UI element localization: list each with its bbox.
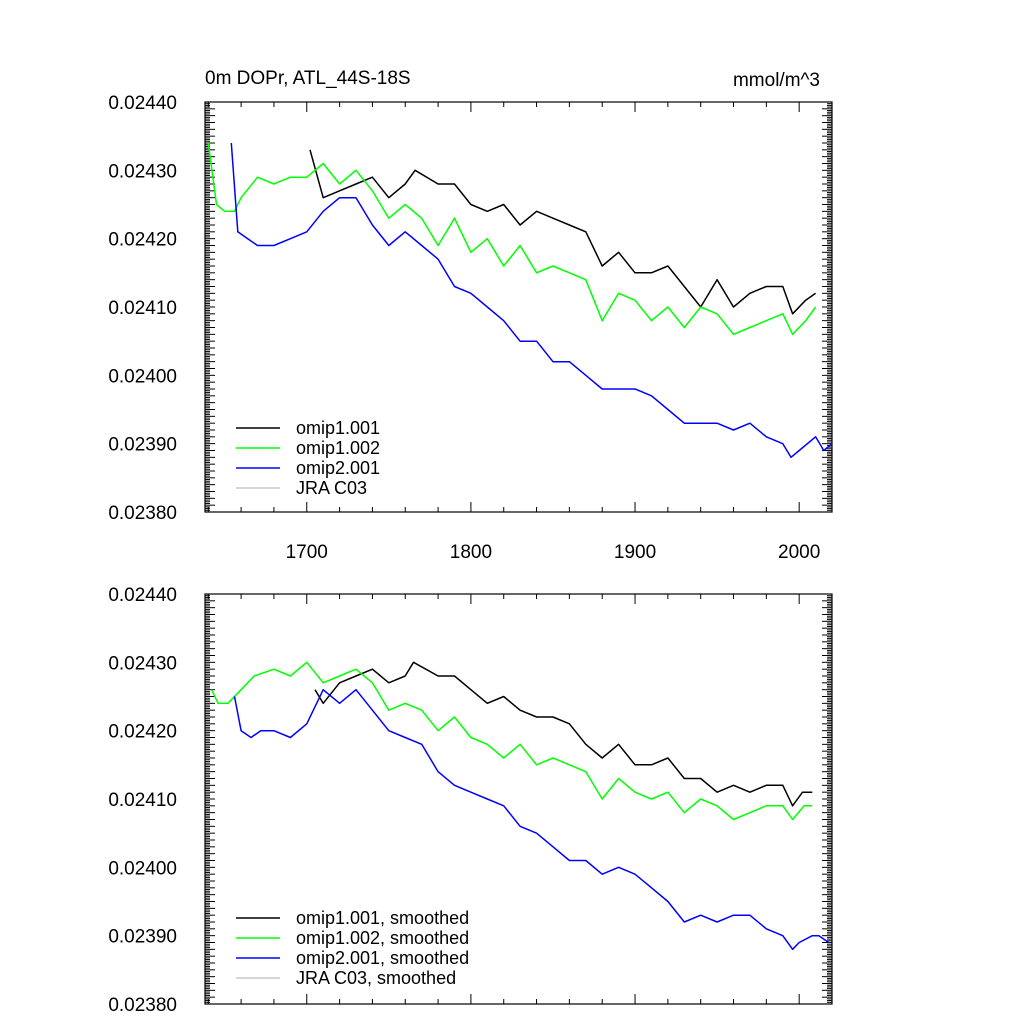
panel2-y-tick-label: 0.02390 — [108, 927, 177, 948]
panel2-y-tick-label: 0.02400 — [108, 858, 177, 879]
panel2-y-tick-label: 0.02380 — [108, 995, 177, 1016]
panel1-units: mmol/m^3 — [733, 70, 820, 91]
panel1-legend-label: JRA C03 — [296, 478, 367, 498]
panel1-series-omip2-001 — [230, 142, 832, 459]
panel1-x-tick-label: 1700 — [286, 542, 328, 563]
panel1-y-tick-label: 0.02440 — [108, 93, 177, 114]
panel1-x-tick-label: 1800 — [450, 542, 492, 563]
panel1-legend-label: omip2.001 — [296, 458, 380, 478]
panel2-y-tick-label: 0.02420 — [108, 722, 177, 743]
panel1-y-tick-label: 0.02400 — [108, 366, 177, 387]
panel1-title: 0m DOPr, ATL_44S-18S — [205, 68, 411, 89]
panel2-legend-label: omip1.002, smoothed — [296, 928, 469, 948]
panel1-y-tick-label: 0.02390 — [108, 435, 177, 456]
panel1-x-tick-label: 2000 — [778, 542, 820, 563]
panel2-legend-label: omip2.001, smoothed — [296, 948, 469, 968]
panel2-series-omip2-001-smoothed — [233, 688, 830, 951]
panel1-y-tick-label: 0.02410 — [108, 298, 177, 319]
panel1-y-tick-label: 0.02380 — [108, 503, 177, 524]
panel2-legend-label: omip1.001, smoothed — [296, 908, 469, 928]
panel1-series-omip1-001 — [309, 149, 817, 315]
panel1-series-omip1-002 — [207, 142, 817, 336]
panel1-y-tick-label: 0.02420 — [108, 230, 177, 251]
panel1-x-tick-label: 1900 — [614, 542, 656, 563]
panel1-legend-label: omip1.002 — [296, 438, 380, 458]
panel1-y-tick-label: 0.02430 — [108, 161, 177, 182]
panel2-legend-label: JRA C03, smoothed — [296, 968, 456, 988]
panel2-y-tick-label: 0.02410 — [108, 790, 177, 811]
panel2-series-omip1-002-smoothed — [210, 661, 813, 821]
panel2-y-tick-label: 0.02440 — [108, 585, 177, 606]
panel2-series-omip1-001-smoothed — [314, 661, 813, 807]
panel1-legend-label: omip1.001 — [296, 418, 380, 438]
panel2-y-tick-label: 0.02430 — [108, 653, 177, 674]
